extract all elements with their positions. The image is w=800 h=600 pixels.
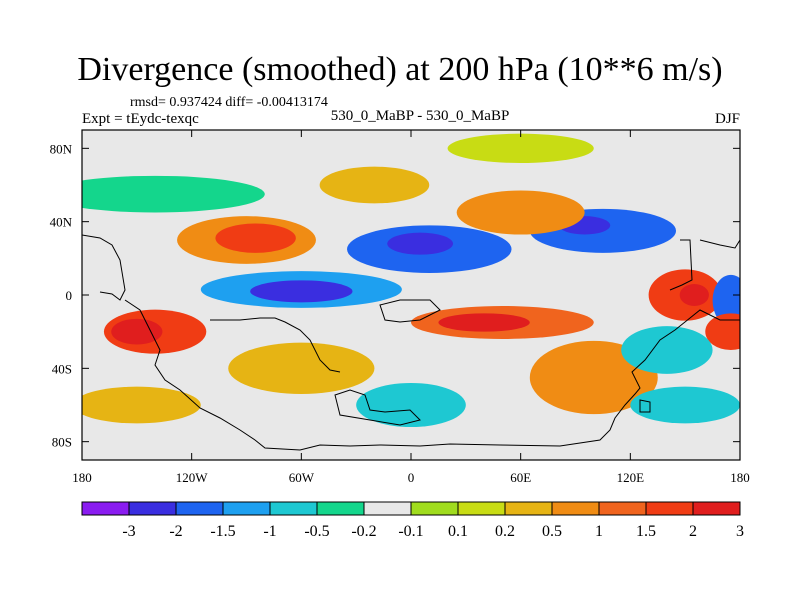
chart-title: Divergence (smoothed) at 200 hPa (10**6 …	[77, 51, 723, 88]
colorbar-label: -2	[169, 523, 182, 540]
colorbar-label: 1.5	[636, 523, 656, 540]
contour-blob-12	[438, 313, 530, 332]
coastlines	[82, 234, 740, 451]
colorbar-label: -0.1	[398, 523, 423, 540]
colorbar-swatch	[504, 501, 553, 516]
colorbar-swatch	[316, 501, 365, 516]
contour-blob-25	[319, 166, 430, 204]
y-tick-label: 80N	[50, 141, 73, 156]
contour-blob-1	[111, 318, 163, 345]
colorbar-swatch	[645, 501, 694, 516]
colorbar-label: -1.5	[210, 523, 235, 540]
colorbar-label: -0.5	[304, 523, 329, 540]
contour-blob-14	[679, 284, 709, 306]
colorbar-label: 0.1	[448, 523, 468, 540]
field-contours	[82, 133, 740, 427]
colorbar-label: 3	[736, 523, 744, 540]
contour-blob-10	[456, 190, 585, 235]
colorbar-swatch	[457, 501, 506, 516]
y-tick-label: 40S	[52, 361, 72, 376]
contour-blob-3	[215, 223, 296, 253]
colorbar-swatch	[81, 501, 130, 516]
contour-blob-16	[705, 313, 740, 350]
colorbar-swatch	[363, 501, 412, 516]
colorbar-label: -3	[122, 523, 135, 540]
x-tick-label: 120W	[176, 470, 209, 485]
colorbar-swatch	[692, 501, 741, 516]
contour-blob-7	[387, 232, 454, 255]
y-axis: 80N 40N 0 40S 80S	[50, 141, 740, 450]
contour-blob-23	[82, 386, 201, 424]
colorbar-label: 2	[689, 523, 697, 540]
contour-blob-19	[228, 342, 375, 395]
x-tick-label: 180	[72, 470, 92, 485]
stats-label: rmsd= 0.937424 diff= -0.00413174	[130, 95, 328, 110]
colorbar-swatch	[222, 501, 271, 516]
contour-blob-20	[356, 383, 466, 427]
x-tick-label: 120E	[617, 470, 645, 485]
colorbar-swatch	[175, 501, 224, 516]
y-tick-label: 80S	[52, 435, 72, 450]
contour-blob-18	[621, 326, 713, 374]
y-tick-label: 40N	[50, 215, 73, 230]
colorbar-label: 0.5	[542, 523, 562, 540]
contour-blob-21	[82, 175, 265, 213]
y-tick-label: 0	[66, 288, 73, 303]
colorbar-swatch	[410, 501, 459, 516]
contour-blob-15	[712, 274, 740, 327]
colorbar-label: -1	[263, 523, 276, 540]
contour-blob-24	[630, 386, 740, 424]
season-label: DJF	[714, 111, 740, 127]
x-tick-label: 60E	[510, 470, 531, 485]
colorbar-label: -0.2	[351, 523, 376, 540]
colorbar: -3 -2 -1.5 -1 -0.5 -0.2 -0.1 0.1 0.2 0.5 1 1.5 2 3	[81, 501, 744, 540]
x-tick-label: 0	[408, 470, 415, 485]
colorbar-swatch	[128, 501, 177, 516]
colorbar-swatch	[551, 501, 600, 516]
x-axis: 180 120W 60W 0 60E 120E 180	[72, 130, 750, 485]
colorbar-label: 0.2	[495, 523, 515, 540]
contour-blob-22	[447, 133, 594, 163]
colorbar-swatch	[598, 501, 647, 516]
contour-blob-5	[250, 280, 353, 303]
x-tick-label: 60W	[289, 470, 315, 485]
experiment-label: Expt = tEydc-texqc	[82, 111, 199, 127]
x-tick-label: 180	[730, 470, 750, 485]
colorbar-swatch	[269, 501, 318, 516]
colorbar-label: 1	[595, 523, 603, 540]
case-label: 530_0_MaBP - 530_0_MaBP	[330, 108, 510, 124]
